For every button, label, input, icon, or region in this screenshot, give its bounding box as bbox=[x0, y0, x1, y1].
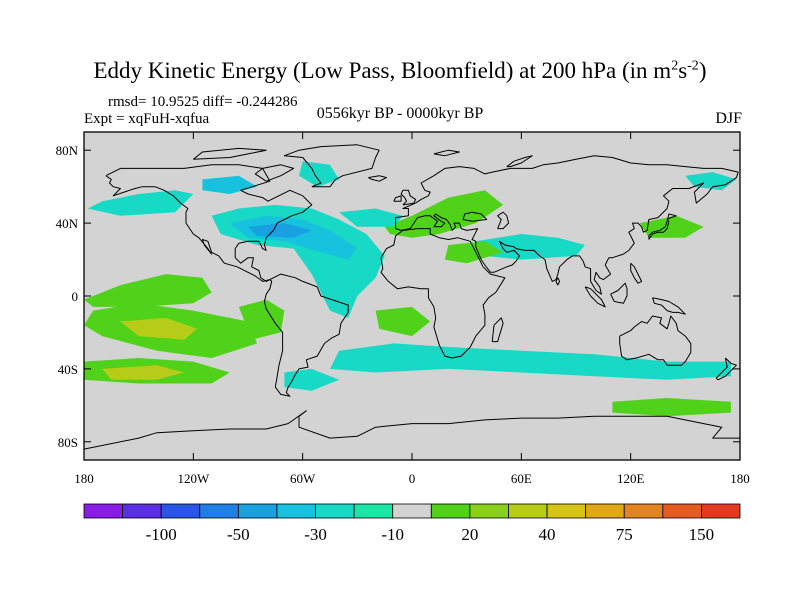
anomaly-region-spac-cyan bbox=[330, 343, 731, 380]
coastline-svalbard bbox=[433, 149, 460, 157]
colorbar-label: -30 bbox=[304, 525, 327, 544]
coastline-north-america bbox=[105, 164, 313, 282]
colorbar-swatch bbox=[585, 503, 625, 519]
map-title: Eddy Kinetic Energy (Low Pass, Bloomfiel… bbox=[93, 58, 707, 83]
coastline-antarctica bbox=[84, 410, 740, 450]
anomaly-region-europe-cyan bbox=[339, 208, 403, 227]
colorbar-swatch bbox=[546, 503, 587, 519]
anomaly-region-japan-green bbox=[639, 215, 704, 238]
anomaly-region-sa-green bbox=[238, 299, 285, 340]
lon-tick-label: 0 bbox=[409, 471, 416, 486]
colorbar-label: 150 bbox=[689, 525, 715, 544]
anomaly-region-indian-green bbox=[612, 398, 731, 417]
coastline-south-america bbox=[263, 273, 349, 397]
colorbar-label: -10 bbox=[381, 525, 404, 544]
anomaly-region-asia-cyan bbox=[475, 234, 586, 260]
coastline-black-sea bbox=[462, 211, 488, 222]
anomaly-region-europe-green bbox=[384, 190, 504, 238]
coastline-baffin bbox=[254, 164, 295, 182]
lon-tick-label: 180 bbox=[74, 471, 94, 486]
colorbar-swatch bbox=[122, 503, 162, 519]
coastline-new-guinea bbox=[652, 297, 686, 315]
anomaly-region-sp-yellow bbox=[102, 365, 185, 380]
colorbar-swatch bbox=[199, 503, 239, 519]
anomaly-region-satl-green bbox=[375, 306, 431, 337]
coastline-borneo bbox=[610, 282, 628, 304]
lon-tick-label: 60W bbox=[290, 471, 316, 486]
coastline-sri-lanka bbox=[555, 277, 561, 286]
coastline-ireland bbox=[393, 195, 402, 202]
colorbar-label: 40 bbox=[539, 525, 556, 544]
anomaly-region-chukchi-cyan bbox=[685, 172, 737, 191]
colorbar-swatch bbox=[701, 503, 741, 519]
anomaly-region-natl-blue-core bbox=[248, 223, 312, 238]
colorbar-swatch bbox=[83, 503, 123, 519]
lat-tick-label: 0 bbox=[72, 289, 79, 304]
coastline-new-zealand bbox=[715, 357, 737, 381]
colorbar-swatch bbox=[469, 503, 509, 519]
coastline-japan bbox=[648, 213, 677, 240]
coastline-eurasia bbox=[395, 155, 739, 295]
colorbar-swatch bbox=[392, 503, 432, 519]
colorbar-swatch bbox=[430, 503, 471, 519]
colorbar-swatch bbox=[662, 503, 702, 519]
anomaly-region-npac-cyan bbox=[87, 190, 194, 216]
colorbar-swatch bbox=[160, 503, 201, 519]
colorbar-label: -100 bbox=[146, 525, 177, 544]
coastline-arctic-isles bbox=[192, 147, 267, 160]
coastline-uk bbox=[400, 189, 417, 206]
colorbar-swatch bbox=[508, 503, 548, 519]
anomaly-region-arctic-cyan bbox=[299, 161, 340, 187]
coastline-africa bbox=[380, 228, 506, 359]
coastline-novaya-zemlya bbox=[506, 155, 533, 168]
axis-ticks: 180 120W 60W 0 60E 120E 180 80N 40N 0 40S 80S bbox=[56, 132, 750, 486]
lon-tick-label: 180 bbox=[730, 471, 750, 486]
lat-tick-label: 40N bbox=[56, 216, 79, 231]
colorbar-swatch bbox=[353, 503, 394, 519]
period-text: 0556kyr BP - 0000kyr BP bbox=[316, 105, 484, 122]
lat-tick-label: 40S bbox=[58, 362, 78, 377]
lat-tick-label: 80N bbox=[56, 143, 79, 158]
anomaly-region-mideast-green bbox=[444, 241, 504, 264]
coastline-madagascar bbox=[491, 317, 504, 343]
colorbar-swatch bbox=[276, 503, 316, 519]
colorbar-swatch bbox=[237, 503, 278, 519]
season-text: DJF bbox=[715, 110, 742, 127]
coastline-sumatra bbox=[584, 286, 606, 308]
expt-text: Expt = xqFuH-xqfua bbox=[84, 111, 210, 127]
colorbar-swatch bbox=[623, 503, 664, 519]
lon-tick-label: 60E bbox=[511, 471, 532, 486]
coastline-australia bbox=[619, 315, 692, 366]
colorbar-label: 75 bbox=[616, 525, 633, 544]
lon-tick-label: 120W bbox=[177, 471, 210, 486]
coastline-layer bbox=[84, 144, 740, 450]
colorbar-label: -50 bbox=[227, 525, 250, 544]
colorbar-label: 20 bbox=[461, 525, 478, 544]
coastline-greenland bbox=[283, 144, 380, 188]
stats-text: rmsd= 10.9525 diff= -0.244286 bbox=[108, 94, 298, 110]
coastline-caspian bbox=[497, 211, 510, 230]
lon-tick-label: 120E bbox=[617, 471, 645, 486]
anomaly-fill-layer bbox=[84, 161, 737, 417]
anomaly-region-sa-cyan bbox=[284, 368, 340, 391]
colorbar-swatch bbox=[315, 503, 355, 519]
colorbar: -100 -50 -30 -10 20 40 75 150 bbox=[83, 503, 741, 544]
coastline-philippines bbox=[630, 262, 643, 284]
anomaly-region-sub-trop-yellow-w bbox=[120, 317, 197, 340]
lat-tick-label: 80S bbox=[58, 435, 78, 450]
anomaly-region-npac-green bbox=[84, 274, 212, 307]
coastline-iceland bbox=[368, 175, 387, 182]
